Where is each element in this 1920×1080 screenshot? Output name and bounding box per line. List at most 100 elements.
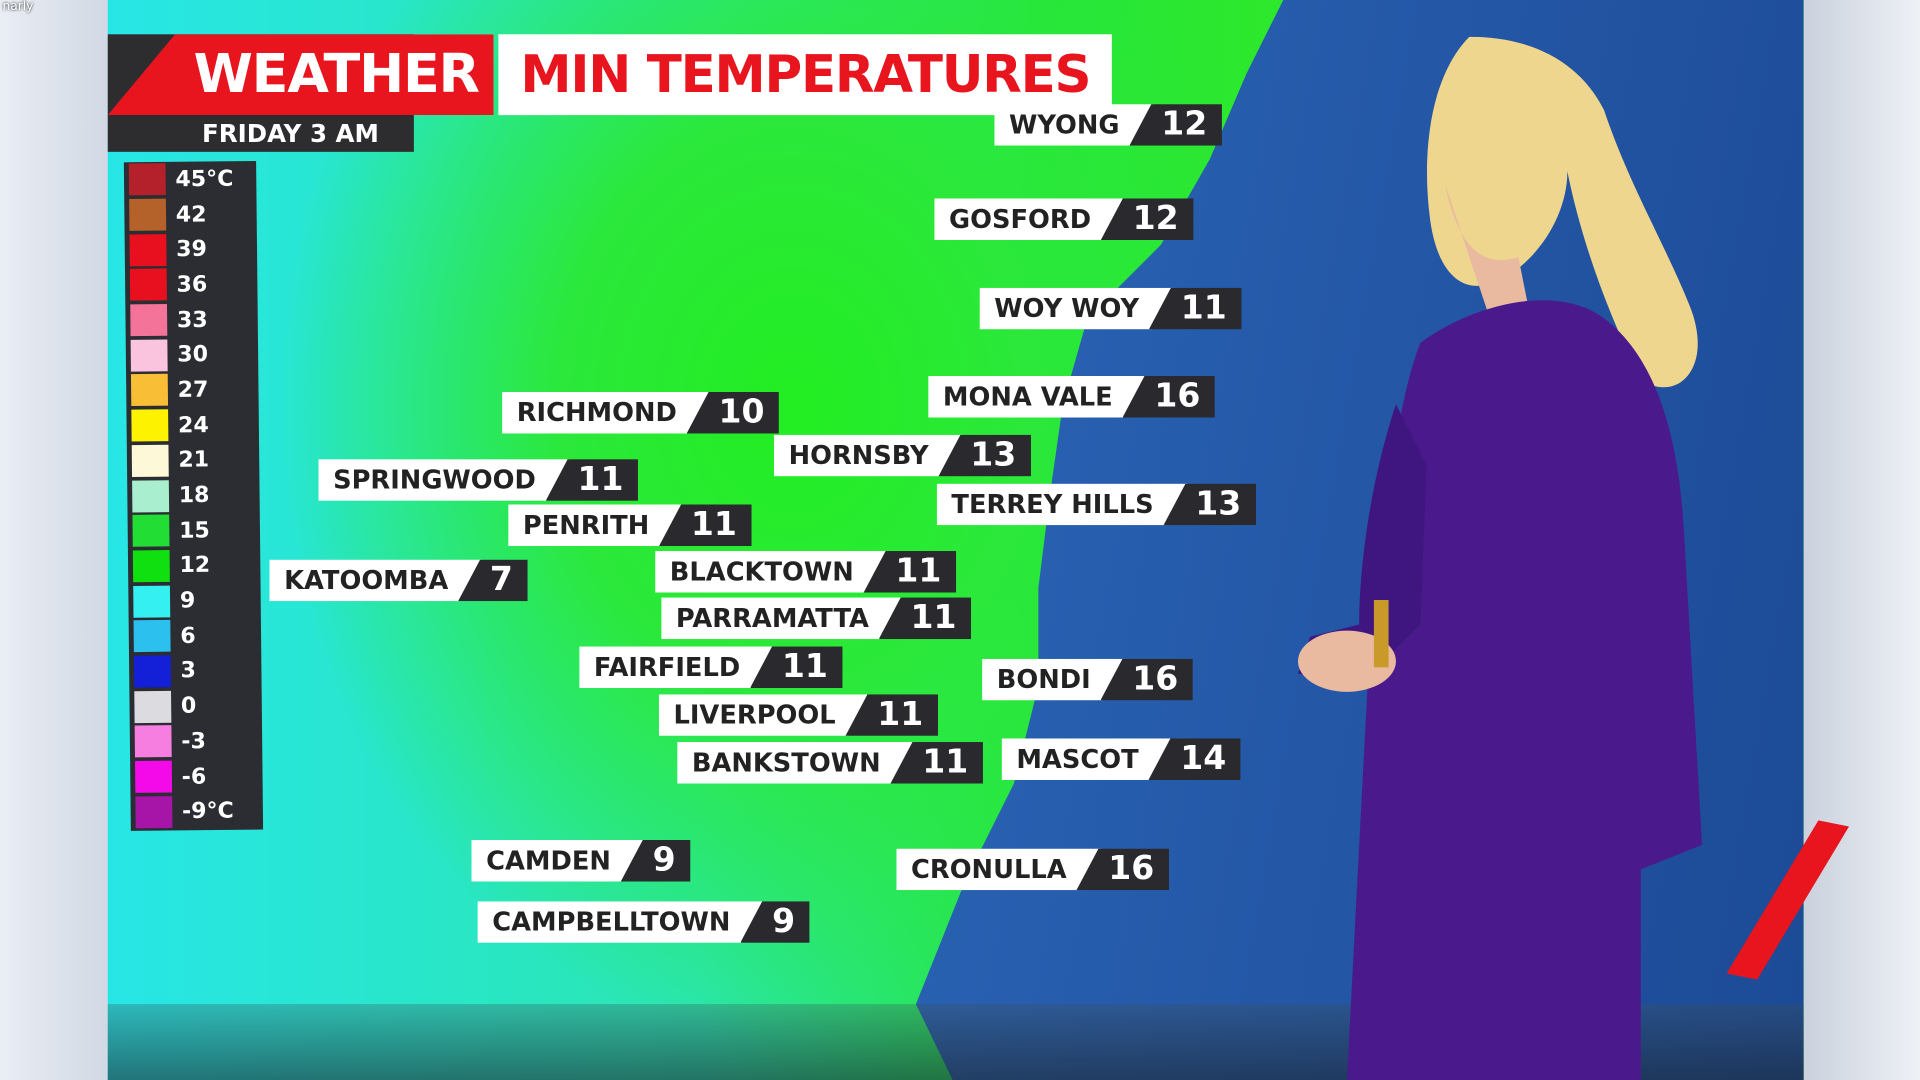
legend-item: 6 (129, 618, 262, 655)
legend-swatch (134, 690, 172, 723)
place-label-bondi: BONDI 16 (982, 658, 1193, 701)
legend-label: 3 (180, 658, 197, 684)
place-temperature: 11 (863, 551, 957, 593)
legend-swatch (129, 198, 167, 231)
legend-item: 30 (126, 337, 259, 374)
legend-item: 12 (128, 547, 261, 584)
place-name: SPRINGWOOD (318, 459, 570, 501)
place-label-liverpool: LIVERPOOL 11 (659, 694, 939, 736)
place-label-camden: CAMDEN 9 (471, 840, 691, 882)
legend-label: 0 (180, 693, 197, 720)
place-name: PENRITH (508, 504, 683, 546)
place-label-mona-vale: MONA VALE 16 (928, 375, 1216, 418)
place-name: CRONULLA (896, 849, 1101, 891)
legend-swatch (131, 409, 169, 442)
legend-swatch (128, 163, 166, 196)
place-name: TERREY HILLS (937, 484, 1188, 526)
place-label-bankstown: BANKSTOWN 11 (677, 742, 983, 784)
legend-item: 3 (129, 653, 262, 690)
legend-item: -3 (130, 723, 263, 760)
place-name: WYONG (994, 104, 1154, 146)
place-label-penrith: PENRITH 11 (508, 504, 752, 547)
legend-item: 9 (128, 582, 261, 619)
legend-swatch (133, 620, 171, 653)
legend-swatch (130, 339, 168, 372)
legend-item: -6 (130, 758, 263, 795)
place-temperature: 11 (845, 694, 939, 736)
legend-swatch (129, 268, 167, 302)
legend-item: 0 (129, 688, 262, 725)
legend-item: 33 (125, 301, 258, 338)
place-label-wyong: WYONG 12 (994, 104, 1222, 146)
legend-swatch (132, 514, 170, 548)
legend-label: 9 (179, 587, 196, 614)
place-name: LIVERPOOL (659, 694, 870, 736)
place-label-blacktown: BLACKTOWN 11 (655, 551, 957, 593)
legend-swatch (131, 444, 169, 477)
legend-label: 24 (177, 412, 209, 439)
legend-label: 33 (176, 306, 208, 333)
legend-swatch (130, 304, 168, 337)
place-name: KATOOMBA (269, 560, 482, 602)
place-temperature: 14 (1148, 738, 1241, 781)
legend-label: 15 (179, 517, 210, 544)
legend-label: 36 (176, 271, 208, 298)
place-label-parramatta: PARRAMATTA 11 (661, 597, 972, 640)
place-label-fairfield: FAIRFIELD 11 (579, 646, 843, 689)
legend-item: 21 (127, 442, 260, 479)
legend-swatch (133, 585, 171, 618)
place-temperature: 11 (890, 742, 983, 784)
place-label-hornsby: HORNSBY 13 (774, 434, 1031, 477)
legend-item: 42 (124, 196, 257, 233)
place-name: BANKSTOWN (677, 742, 915, 784)
legend-label: 27 (177, 376, 209, 403)
legend-label: 45°C (175, 165, 234, 193)
place-temperature: 13 (1163, 483, 1257, 526)
place-name: BLACKTOWN (655, 551, 888, 593)
legend-swatch (130, 374, 169, 407)
legend-item: 39 (125, 231, 258, 268)
legend-item: 36 (125, 266, 258, 303)
legend-label: -6 (181, 763, 207, 790)
place-name: MASCOT (1002, 738, 1173, 780)
studio-wall-right (1800, 0, 1920, 1080)
legend-swatch (133, 655, 171, 688)
title-bar: WEATHER MIN TEMPERATURES (107, 34, 1113, 116)
legend-swatch (132, 549, 170, 583)
brand-label: WEATHER (107, 34, 494, 116)
legend-label: 21 (178, 447, 210, 474)
legend-swatch (129, 233, 167, 267)
place-name: HORNSBY (774, 435, 963, 477)
place-label-gosford: GOSFORD 12 (934, 198, 1194, 241)
legend-swatch (135, 760, 173, 793)
place-temperature: 16 (1100, 658, 1193, 701)
legend-label: 39 (176, 236, 208, 263)
place-name: BONDI (982, 659, 1125, 701)
place-name: CAMPBELLTOWN (478, 901, 765, 943)
legend-label: 18 (178, 482, 210, 509)
place-name: PARRAMATTA (661, 598, 903, 640)
legend-label: -9°C (181, 798, 234, 825)
legend-label: -3 (181, 728, 206, 755)
place-name: MONA VALE (928, 376, 1147, 418)
place-label-katoomba: KATOOMBA 7 (269, 559, 528, 602)
legend-swatch (134, 725, 172, 758)
studio-wall-left (0, 0, 123, 1080)
legend-label: 30 (177, 341, 209, 368)
place-label-terrey-hills: TERREY HILLS 13 (937, 483, 1257, 526)
place-label-cronulla: CRONULLA 16 (896, 848, 1169, 891)
legend-item: 27 (126, 372, 259, 409)
legend-item: 15 (128, 512, 261, 549)
place-name: CAMDEN (471, 840, 645, 882)
place-label-mascot: MASCOT 14 (1002, 738, 1241, 781)
map-title: MIN TEMPERATURES (498, 34, 1113, 116)
place-name: FAIRFIELD (579, 647, 774, 689)
legend-label: 12 (179, 552, 211, 579)
place-label-springwood: SPRINGWOOD 11 (318, 459, 639, 501)
legend-swatch (132, 479, 170, 512)
place-label-woy-woy: WOY WOY 11 (980, 287, 1242, 330)
legend-label: 6 (180, 622, 196, 649)
place-name: GOSFORD (934, 198, 1125, 240)
legend-item: -9°C (130, 793, 263, 830)
